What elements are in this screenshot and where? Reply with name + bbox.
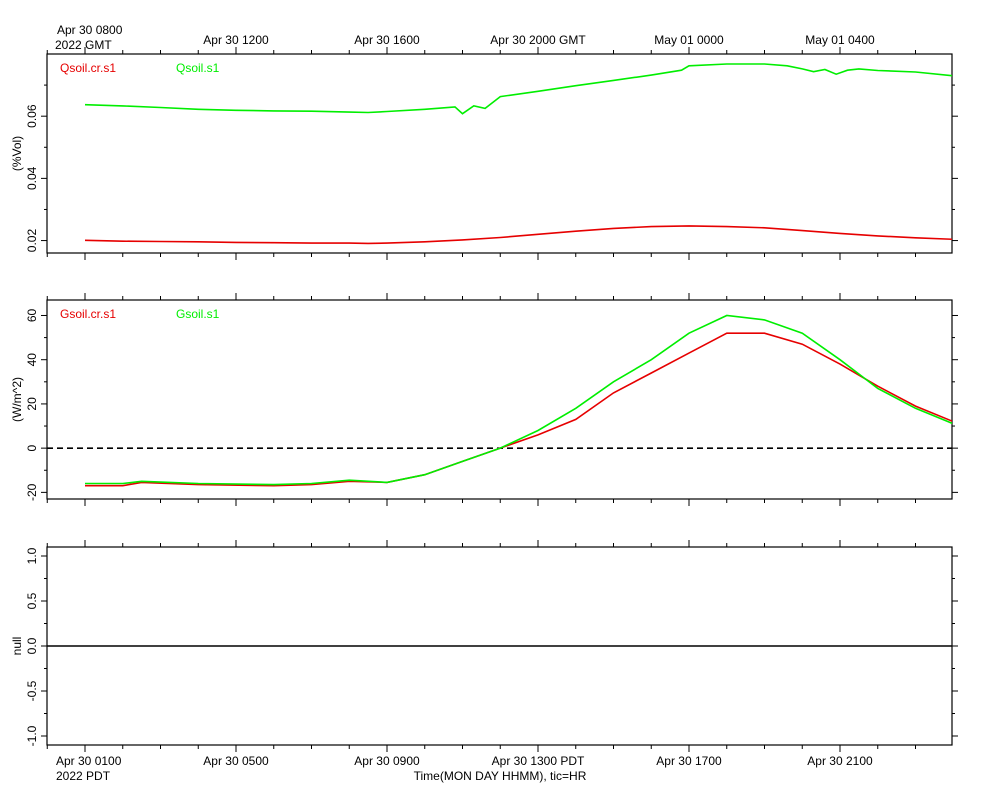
series-line-Qsoil-s1 xyxy=(84,63,952,115)
bottom-x-tick-label: Apr 30 0900 xyxy=(354,754,420,768)
y-tick-label: 0.06 xyxy=(25,104,39,128)
y-tick-label: -20 xyxy=(25,483,39,501)
y-tick-label: -0.5 xyxy=(25,680,39,701)
top-x-tick-label: May 01 0400 xyxy=(805,33,875,47)
bottom-x-tick-label: Apr 30 2100 xyxy=(807,754,873,768)
chart-panel-3: -1.0 -0.5 0.0 0.5 1.0 null xyxy=(10,540,958,752)
y-tick-label: 40 xyxy=(25,353,39,367)
top-x-tick-label: Apr 30 1200 xyxy=(203,33,269,47)
bottom-x-tick-label: Apr 30 0500 xyxy=(203,754,269,768)
y-axis-label: (%Vol) xyxy=(10,136,24,171)
plot-frame xyxy=(46,53,953,254)
chart-panel-1: 0.02 0.04 0.06(%Vol) Qsoil.cr.s1 Qsoil.s1 xyxy=(10,47,958,260)
legend-entry-Qsoil-cr-s1: Qsoil.cr.s1 xyxy=(60,61,116,75)
top-x-tick-label: Apr 30 1600 xyxy=(354,33,420,47)
y-axis-label: (W/m^2) xyxy=(10,377,24,422)
y-tick-label: 0 xyxy=(25,444,39,451)
bottom-x-tick-label: Apr 30 1300 PDT xyxy=(492,754,585,768)
legend-entry-Gsoil-cr-s1: Gsoil.cr.s1 xyxy=(60,307,116,321)
series-line-Gsoil-cr-s1 xyxy=(85,332,952,487)
y-tick-label: 0.04 xyxy=(25,166,39,190)
top-x-tick-label: Apr 30 2000 GMT xyxy=(490,33,586,47)
chart-panel-2: -20 0 20 40 60 (W/m^2) Gsoil.cr.s1 Gsoil.s1 xyxy=(10,293,958,506)
series-line-Qsoil-cr-s1 xyxy=(84,225,952,245)
bottom-x-tick-label: Apr 30 0100 xyxy=(56,754,122,768)
top-x-tick-label: Apr 30 0800 xyxy=(57,23,123,37)
bottom-x-tick-label: Apr 30 1700 xyxy=(656,754,722,768)
top-x-tick-sublabel: 2022 GMT xyxy=(55,38,112,52)
top-x-tick-label: May 01 0000 xyxy=(654,33,724,47)
series-line-Gsoil-s1 xyxy=(85,314,952,486)
y-tick-label: 1.0 xyxy=(25,547,39,564)
y-tick-label: 20 xyxy=(25,397,39,411)
plot-frame xyxy=(46,299,953,500)
y-tick-label: 0.02 xyxy=(25,229,39,253)
y-tick-label: 60 xyxy=(25,308,39,322)
x-axis-title: Time(MON DAY HHMM), tic=HR xyxy=(414,769,587,783)
legend-entry-Qsoil-s1: Qsoil.s1 xyxy=(176,61,220,75)
chart-panels: 0.02 0.04 0.06(%Vol) Qsoil.cr.s1 Qsoil.s1 -20… xyxy=(10,47,958,752)
y-tick-label: 0.0 xyxy=(25,637,39,654)
y-tick-label: -1.0 xyxy=(25,725,39,746)
bottom-x-tick-sublabel: 2022 PDT xyxy=(56,769,111,783)
y-tick-label: 0.5 xyxy=(25,592,39,609)
y-axis-label: null xyxy=(10,637,24,656)
legend-entry-Gsoil-s1: Gsoil.s1 xyxy=(176,307,220,321)
